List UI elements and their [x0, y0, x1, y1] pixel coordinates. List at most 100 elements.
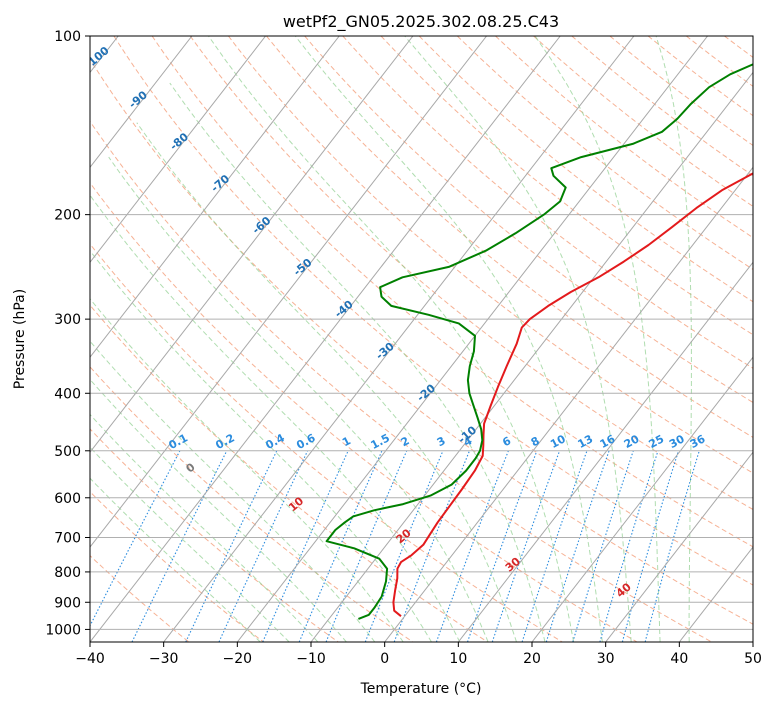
- y-tick-label: 1000: [45, 622, 81, 638]
- x-tick-label: −10: [296, 651, 326, 667]
- isotherm-line: [163, 36, 635, 642]
- plot-area: 0.1 0.2 0.4 0.6 1 1.5 2 3 4 6 8 10 13 16 20 25 30 36-100-…: [90, 36, 753, 642]
- mixing-ratio-label: 16: [598, 432, 618, 451]
- dry-adiabat-line: [90, 304, 488, 642]
- dry-adiabat-line: [90, 58, 753, 625]
- dry-adiabat-line: [90, 182, 638, 642]
- y-tick-label: 100: [54, 29, 81, 45]
- isotherm-line: [310, 71, 753, 642]
- mixing-ratio-labels: 0.1 0.2 0.4 0.6 1 1.5 2 3 4 6 8 10 13 16 20 25 30 36: [167, 431, 708, 452]
- mixing-ratio-label: 10: [548, 432, 568, 451]
- dry-adiabat-line: [113, 36, 753, 586]
- mixing-ratio-label: 25: [647, 432, 667, 451]
- dry-adiabat-line: [380, 36, 753, 336]
- moist-adiabat-lines: [90, 36, 693, 642]
- isotherm-line: [90, 36, 487, 548]
- y-tick-label: 200: [54, 208, 81, 224]
- mixing-ratio-line: [572, 450, 634, 642]
- x-tick-label: 40: [670, 651, 688, 667]
- y-tick-label: 600: [54, 491, 81, 507]
- mixing-ratio-line: [90, 450, 181, 628]
- x-tick-label: 50: [744, 651, 762, 667]
- plot-frame: [89, 35, 754, 643]
- x-axis-label: Temperature (°C): [360, 681, 482, 697]
- y-tick-label: 500: [54, 444, 81, 460]
- moist-adiabat-line: [90, 298, 404, 642]
- x-tick-label: 0: [380, 651, 389, 667]
- x-tick-label: 20: [523, 651, 541, 667]
- dry-adiabat-lines: [90, 36, 753, 642]
- dry-adiabat-line: [90, 428, 339, 642]
- moist-adiabat-line: [294, 36, 603, 642]
- sounding-traces: [325, 63, 753, 620]
- moist-adiabat-line: [90, 378, 347, 642]
- mixing-ratio-line: [298, 450, 383, 642]
- x-tick-label: −40: [75, 651, 105, 667]
- moist-adiabat-line: [534, 36, 661, 642]
- y-tick-label: 700: [54, 531, 81, 547]
- moist-adiabat-line: [90, 194, 461, 642]
- y-axis: 100 200 300 400 500 600 700 800 900 1000: [45, 29, 90, 638]
- dry-adiabat-line: [90, 120, 712, 642]
- dry-adiabat-line: [495, 36, 753, 239]
- dry-adiabat-line: [418, 36, 753, 303]
- isotherm-line: [90, 36, 414, 453]
- mixing-ratio-label: 13: [576, 432, 596, 451]
- moist-adiabat-line: [90, 340, 376, 642]
- dry-adiabat-line: [342, 36, 753, 369]
- isotherm-line: [90, 36, 340, 359]
- mixing-ratio-line: [262, 450, 349, 642]
- isotherm-line: [384, 166, 753, 642]
- moist-adiabat-line: [404, 36, 632, 642]
- dry-adiabat-line: [90, 243, 563, 642]
- mixing-ratio-line: [599, 450, 659, 642]
- moist-adiabat-line: [90, 477, 261, 642]
- temperature-profile-line: [392, 172, 753, 617]
- isotherm-line: [457, 261, 753, 642]
- isotherm-line: [90, 36, 266, 264]
- moist-adiabat-line: [90, 446, 290, 642]
- mixing-ratio-line: [491, 450, 561, 642]
- x-tick-label: −30: [149, 651, 179, 667]
- dry-adiabat-line: [304, 36, 753, 404]
- dry-adiabat-line: [90, 491, 264, 642]
- y-tick-label: 900: [54, 595, 81, 611]
- mixing-ratio-line: [218, 450, 309, 642]
- isotherm-line: [90, 36, 561, 642]
- mixing-ratio-line: [466, 450, 538, 642]
- mixing-ratio-label: 20: [622, 432, 642, 451]
- mixing-ratio-line: [545, 450, 610, 642]
- y-tick-label: 400: [54, 386, 81, 402]
- mixing-ratio-line: [325, 450, 408, 642]
- isotherm-line: [90, 36, 193, 169]
- chart-title: wetPf2_GN05.2025.302.08.25.C43: [283, 12, 559, 32]
- dry-adiabat-line: [266, 36, 753, 438]
- isotherm-line: [236, 36, 708, 642]
- moist-adiabat-line: [208, 36, 575, 642]
- moist-adiabat-line: [169, 82, 546, 642]
- moist-adiabat-line: [655, 36, 693, 642]
- mixing-ratio-line: [364, 450, 444, 642]
- x-tick-label: 30: [597, 651, 615, 667]
- y-axis-label: Pressure (hPa): [12, 289, 28, 389]
- mixing-ratio-label: 30: [667, 432, 687, 451]
- dewpoint-profile-line: [325, 63, 753, 620]
- y-tick-label: 800: [54, 565, 81, 581]
- mixing-ratio-label: 36: [688, 432, 708, 451]
- mixing-ratio-line: [621, 450, 680, 642]
- dry-adiabat-line: [189, 36, 753, 511]
- isotherm-line: [605, 451, 753, 642]
- x-tick-label: −20: [223, 651, 253, 667]
- mixing-ratio-line: [185, 450, 278, 642]
- isotherm-lines: [90, 36, 753, 642]
- isotherm-line: [531, 356, 753, 642]
- mixing-ratio-line: [435, 450, 509, 642]
- x-tick-label: 10: [449, 651, 467, 667]
- y-tick-label: 300: [54, 312, 81, 328]
- mixing-ratio-line: [521, 450, 588, 642]
- dry-adiabat-line: [571, 36, 753, 177]
- dry-adiabat-line: [151, 36, 753, 548]
- x-axis: −40 −30 −20 −10 0 10 20 30 40 50: [75, 642, 762, 667]
- isobar-lines: [90, 36, 753, 630]
